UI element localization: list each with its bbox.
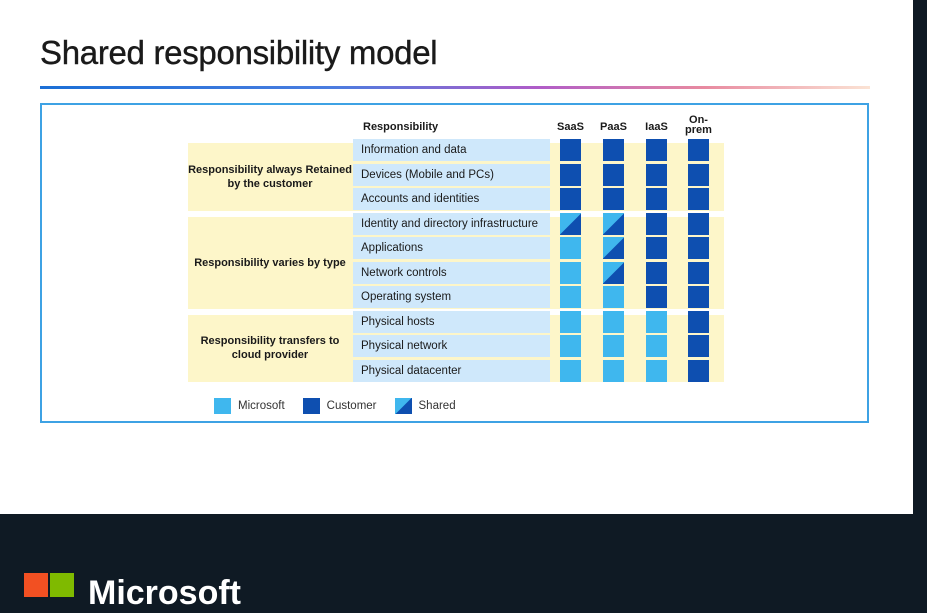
legend-label: Customer bbox=[326, 400, 377, 412]
cell-shared bbox=[603, 261, 624, 284]
cell-customer bbox=[646, 286, 667, 308]
row-label: Applications bbox=[353, 237, 550, 259]
cell-microsoft bbox=[603, 335, 624, 357]
group-label: Responsibility always Retained by the cu… bbox=[188, 163, 352, 190]
cell-customer bbox=[688, 139, 709, 161]
row-label: Physical network bbox=[353, 335, 550, 357]
cell-microsoft bbox=[560, 359, 581, 382]
cell-customer bbox=[560, 188, 581, 210]
cell-customer bbox=[560, 139, 581, 161]
cell-customer bbox=[646, 163, 667, 186]
customer-swatch-icon bbox=[302, 398, 320, 414]
cell-customer bbox=[688, 188, 709, 210]
cell-microsoft bbox=[560, 335, 581, 357]
responsibility-matrix-frame: Responsibility SaaS PaaS IaaS On- prem Respo… bbox=[40, 103, 869, 423]
logo-square-red bbox=[24, 573, 48, 597]
cell-customer bbox=[646, 139, 667, 161]
footer-brand: Microsoft bbox=[88, 574, 241, 612]
cell-microsoft bbox=[560, 286, 581, 308]
column-header: IaaS bbox=[645, 121, 668, 133]
header-responsibility: Responsibility bbox=[363, 121, 439, 133]
logo-square-green bbox=[50, 573, 74, 597]
cell-customer bbox=[688, 310, 709, 333]
cell-microsoft bbox=[646, 310, 667, 333]
cell-customer bbox=[603, 188, 624, 210]
cell-customer bbox=[688, 163, 709, 186]
cell-customer bbox=[688, 335, 709, 357]
microsoft-logo-icon bbox=[24, 573, 78, 603]
row-label: Accounts and identities bbox=[353, 188, 550, 210]
microsoft-swatch-icon bbox=[214, 398, 231, 414]
group-label: Responsibility transfers to cloud provid… bbox=[200, 335, 340, 362]
cell-microsoft bbox=[603, 310, 624, 333]
cell-customer bbox=[646, 212, 667, 235]
cell-customer bbox=[646, 237, 667, 259]
shared-swatch-icon bbox=[394, 398, 412, 414]
cell-customer bbox=[646, 188, 667, 210]
column-header: SaaS bbox=[557, 121, 584, 133]
title-underline bbox=[40, 86, 870, 89]
row-label: Physical hosts bbox=[353, 310, 550, 333]
legend-label: Microsoft bbox=[238, 400, 285, 412]
cell-shared bbox=[603, 212, 624, 235]
cell-microsoft bbox=[603, 286, 624, 308]
cell-customer bbox=[688, 212, 709, 235]
cell-microsoft bbox=[646, 335, 667, 357]
cell-customer bbox=[688, 261, 709, 284]
cell-shared bbox=[560, 212, 581, 235]
cell-microsoft bbox=[560, 261, 581, 284]
cell-customer bbox=[688, 237, 709, 259]
cell-customer bbox=[560, 163, 581, 186]
cell-customer bbox=[688, 286, 709, 308]
legend-item-shared: Shared bbox=[394, 398, 456, 414]
cell-microsoft bbox=[560, 310, 581, 333]
cell-customer bbox=[646, 261, 667, 284]
row-label: Operating system bbox=[353, 286, 550, 308]
cell-customer bbox=[603, 163, 624, 186]
cell-microsoft bbox=[646, 359, 667, 382]
row-label: Information and data bbox=[353, 139, 550, 161]
row-label: Network controls bbox=[353, 261, 550, 284]
slide: Shared responsibility model Responsibili… bbox=[0, 0, 913, 514]
cell-microsoft bbox=[603, 359, 624, 382]
slide-title: Shared responsibility model bbox=[40, 34, 438, 71]
legend-label: Shared bbox=[418, 400, 456, 412]
group-label: Responsibility varies by type bbox=[194, 256, 346, 269]
column-header: On- prem bbox=[685, 114, 712, 136]
legend-item-customer: Customer bbox=[302, 398, 377, 414]
legend: Microsoft Customer Shared bbox=[214, 398, 474, 414]
row-label: Devices (Mobile and PCs) bbox=[353, 163, 550, 186]
column-header: PaaS bbox=[600, 121, 627, 133]
cell-customer bbox=[603, 139, 624, 161]
legend-item-microsoft: Microsoft bbox=[214, 398, 285, 414]
cell-shared bbox=[603, 237, 624, 259]
row-label: Identity and directory infrastructure bbox=[353, 212, 550, 235]
responsibility-matrix: Responsibility SaaS PaaS IaaS On- prem Respo… bbox=[42, 105, 867, 421]
cell-customer bbox=[688, 359, 709, 382]
row-label: Physical datacenter bbox=[353, 359, 550, 382]
cell-microsoft bbox=[560, 237, 581, 259]
